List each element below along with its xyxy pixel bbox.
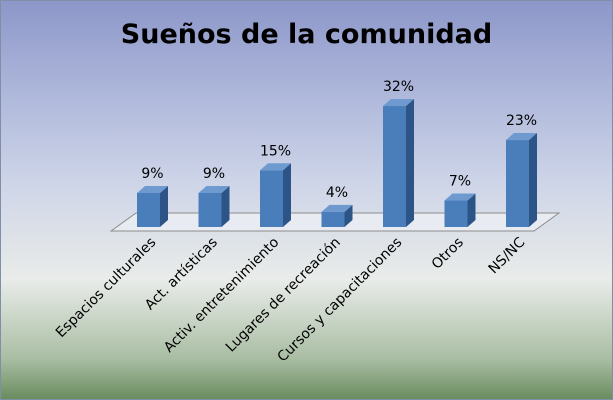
data-label-4: 4% — [326, 185, 348, 201]
data-label-2: 9% — [203, 166, 225, 182]
data-label-1: 9% — [141, 166, 163, 182]
category-label-7: NS/NC — [486, 234, 529, 277]
category-label-4: Lugares de recreación — [223, 235, 344, 356]
data-label-6: 7% — [449, 174, 471, 190]
bar-6 — [444, 193, 476, 227]
category-label-3: Activ. entretenimiento — [161, 235, 282, 356]
category-label-6: Otros — [429, 235, 467, 273]
bar-3 — [260, 163, 291, 227]
bar-4 — [321, 204, 353, 227]
bar-2 — [198, 185, 230, 227]
chart-title: Sueños de la comunidad — [120, 19, 493, 50]
bar-5 — [383, 99, 414, 227]
bar-1 — [137, 185, 168, 227]
data-label-3: 15% — [260, 143, 291, 159]
bar-7 — [506, 133, 537, 227]
data-label-7: 23% — [506, 113, 537, 129]
data-label-5: 32% — [383, 79, 414, 95]
category-label-5: Cursos y capacitaciones — [274, 235, 405, 366]
category-label-1: Espacios culturales — [53, 235, 159, 341]
